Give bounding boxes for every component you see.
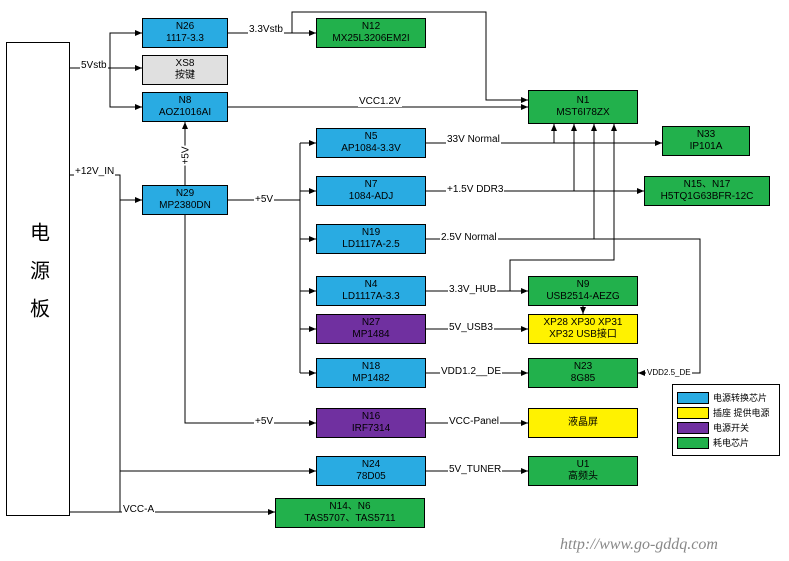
legend-swatch — [677, 422, 709, 434]
edge-label: +5V — [181, 145, 192, 165]
node-ref: N18 — [362, 361, 380, 373]
node-part: 8G85 — [571, 373, 595, 385]
node-part: USB2514-AEZG — [546, 291, 619, 303]
legend-row: 电源开关 — [677, 421, 775, 434]
legend-label: 插座 提供电源 — [713, 406, 770, 419]
node-part: 液晶屏 — [568, 417, 598, 429]
legend-label: 电源转换芯片 — [713, 391, 767, 404]
node-ref: N4 — [365, 279, 378, 291]
node-ref: N9 — [577, 279, 590, 291]
node-N4: N4LD1117A-3.3 — [316, 276, 426, 306]
edge-label: +5V — [254, 194, 274, 205]
node-ref: N16 — [362, 411, 380, 423]
node-part: IRF7314 — [352, 423, 390, 435]
edge-label: VDD1.2__DE — [440, 366, 502, 377]
node-N14N6: N14、N6TAS5707、TAS5711 — [275, 498, 425, 528]
edge-label: VDD2.5_DE — [646, 368, 692, 377]
node-ref: N8 — [179, 95, 192, 107]
node-N19: N19LD1117A-2.5 — [316, 224, 426, 254]
node-U1: U1高频头 — [528, 456, 638, 486]
node-XS8: XS8按键 — [142, 55, 228, 85]
edge-label: 5V_USB3 — [448, 322, 494, 333]
node-part: 按键 — [175, 70, 195, 82]
node-ref: N19 — [362, 227, 380, 239]
node-part: AP1084-3.3V — [341, 143, 401, 155]
node-ref: N15、N17 — [684, 179, 731, 191]
node-ref: N23 — [574, 361, 592, 373]
node-ref: N14、N6 — [329, 501, 370, 513]
edge-label: 5V_TUNER — [448, 464, 502, 475]
node-part: MP1484 — [352, 329, 389, 341]
node-N1: N1MST6I78ZX — [528, 90, 638, 124]
node-part: IP101A — [690, 141, 723, 153]
edge-label: 3.3Vstb — [248, 24, 284, 35]
node-ref: N29 — [176, 188, 194, 200]
node-N24: N2478D05 — [316, 456, 426, 486]
power-board: 电源板 — [6, 42, 70, 516]
legend-label: 电源开关 — [713, 421, 749, 434]
edge-label: VCC1.2V — [358, 96, 402, 107]
power-board-label: 电源板 — [24, 222, 53, 336]
edge-label: VCC-A — [122, 504, 155, 515]
node-part: LD1117A-2.5 — [342, 239, 399, 251]
edge-label: 33V Normal — [446, 134, 501, 145]
node-ref: N7 — [365, 179, 378, 191]
node-part: LD1117A-3.3 — [342, 291, 399, 303]
node-ref: U1 — [577, 459, 590, 471]
legend-swatch — [677, 392, 709, 404]
node-part: MST6I78ZX — [556, 107, 609, 119]
node-ref: N26 — [176, 21, 194, 33]
node-N5: N5AP1084-3.3V — [316, 128, 426, 158]
legend-row: 插座 提供电源 — [677, 406, 775, 419]
edge-label: +1.5V DDR3 — [446, 184, 504, 195]
node-part: MX25L3206EM2I — [332, 33, 409, 45]
legend-row: 耗电芯片 — [677, 436, 775, 449]
node-part: 78D05 — [356, 471, 385, 483]
node-N29: N29MP2380DN — [142, 185, 228, 215]
node-XP: XP28 XP30 XP31XP32 USB接口 — [528, 314, 638, 344]
node-ref: N24 — [362, 459, 380, 471]
node-part: XP32 USB接口 — [549, 329, 617, 341]
edge-label: VCC-Panel — [448, 416, 500, 427]
legend: 电源转换芯片插座 提供电源电源开关耗电芯片 — [672, 384, 780, 456]
node-N23: N238G85 — [528, 358, 638, 388]
legend-swatch — [677, 407, 709, 419]
edge-label: 2.5V Normal — [440, 232, 498, 243]
node-N9: N9USB2514-AEZG — [528, 276, 638, 306]
node-N8: N8AOZ1016AI — [142, 92, 228, 122]
node-N26: N261117-3.3 — [142, 18, 228, 48]
node-N16: N16IRF7314 — [316, 408, 426, 438]
node-part: TAS5707、TAS5711 — [304, 513, 395, 525]
legend-row: 电源转换芯片 — [677, 391, 775, 404]
node-ref: N12 — [362, 21, 380, 33]
node-part: 1117-3.3 — [166, 33, 204, 45]
node-ref: N27 — [362, 317, 380, 329]
edge-label: +12V_IN — [74, 166, 115, 177]
node-ref: XP28 XP30 XP31 — [544, 317, 623, 329]
node-LCD: 液晶屏 — [528, 408, 638, 438]
node-ref: XS8 — [176, 58, 195, 70]
node-ref: N1 — [577, 95, 590, 107]
node-N12: N12MX25L3206EM2I — [316, 18, 426, 48]
node-part: 1084-ADJ — [349, 191, 393, 203]
edge-label: 3.3V_HUB — [448, 284, 497, 295]
edge-label: +5V — [254, 416, 274, 427]
edge-label: 5Vstb — [80, 60, 108, 71]
node-part: H5TQ1G63BFR-12C — [661, 191, 754, 203]
node-N15N17: N15、N17H5TQ1G63BFR-12C — [644, 176, 770, 206]
node-N33: N33IP101A — [662, 126, 750, 156]
node-part: 高频头 — [568, 471, 598, 483]
legend-swatch — [677, 437, 709, 449]
node-N27: N27MP1484 — [316, 314, 426, 344]
watermark: http://www.go-gddq.com — [560, 536, 718, 554]
node-part: MP1482 — [352, 373, 389, 385]
node-ref: N33 — [697, 129, 715, 141]
node-N7: N71084-ADJ — [316, 176, 426, 206]
node-part: MP2380DN — [159, 200, 211, 212]
legend-label: 耗电芯片 — [713, 436, 749, 449]
node-ref: N5 — [365, 131, 378, 143]
node-N18: N18MP1482 — [316, 358, 426, 388]
node-part: AOZ1016AI — [159, 107, 211, 119]
